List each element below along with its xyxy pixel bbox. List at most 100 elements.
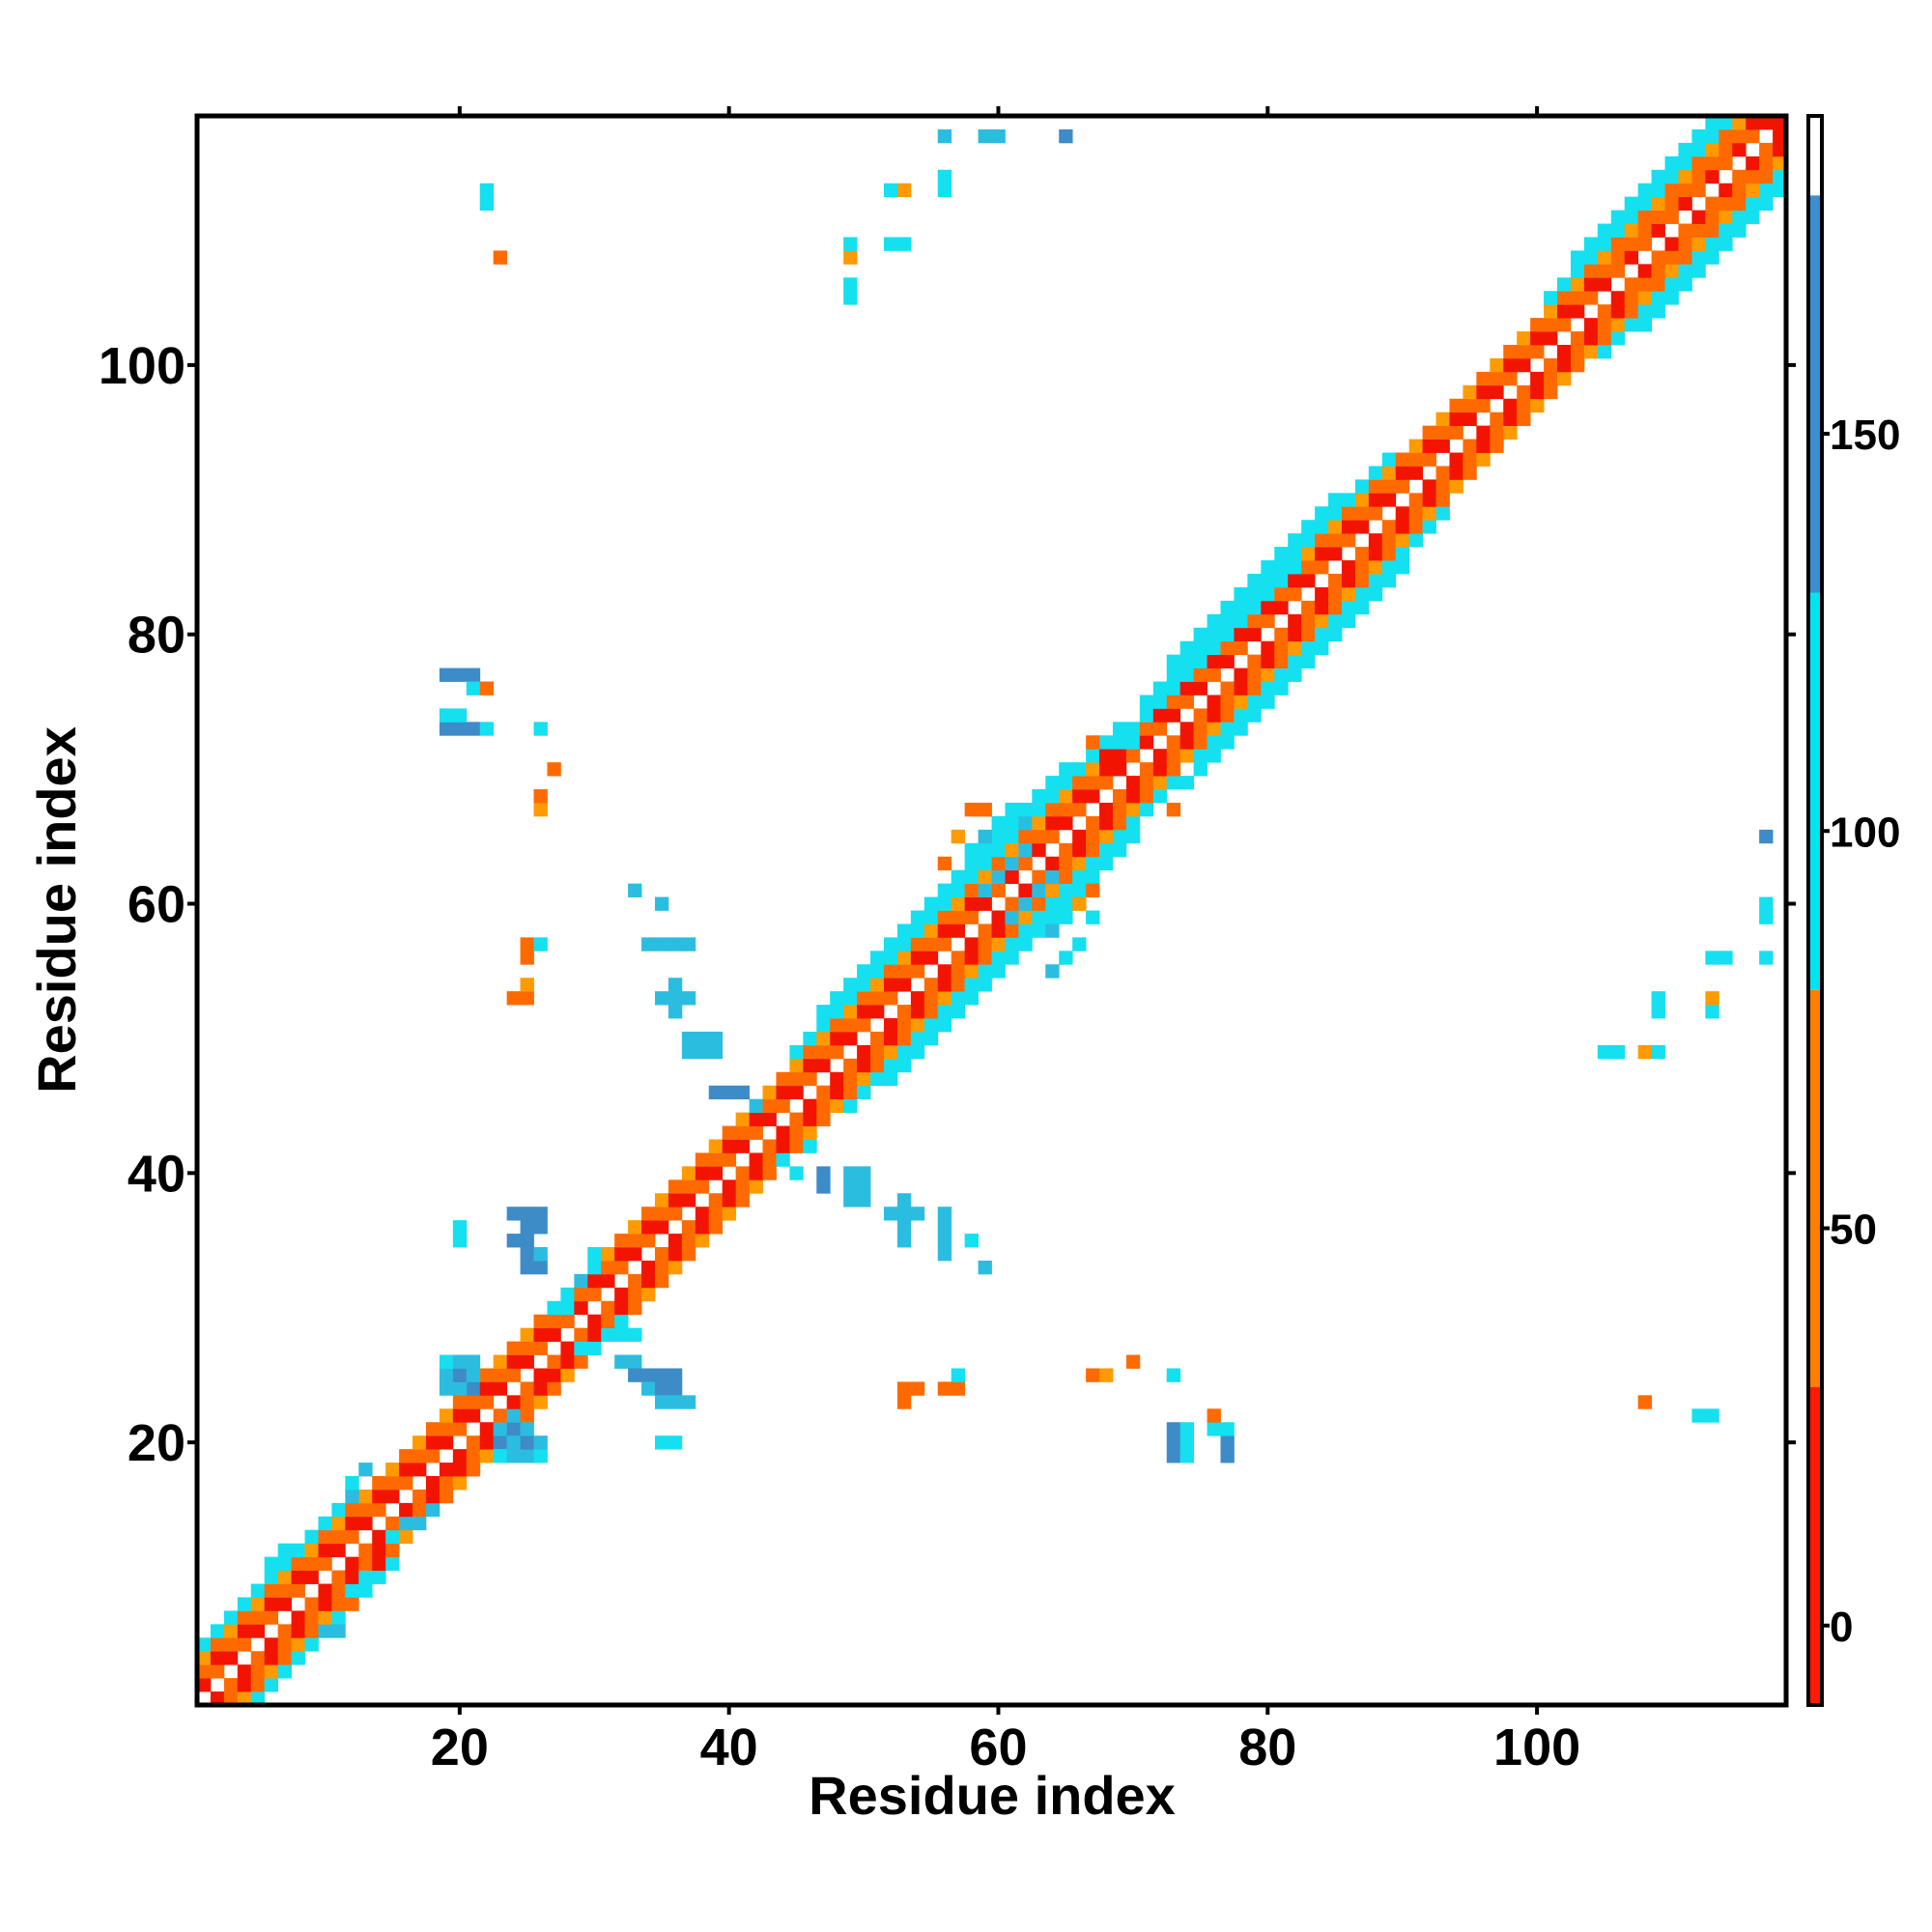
heatmap-cell — [1005, 856, 1019, 871]
colorbar-frame — [1806, 114, 1824, 1707]
heatmap-cell — [1435, 439, 1450, 453]
heatmap-cell — [479, 1381, 495, 1396]
heatmap-cell — [304, 1597, 319, 1611]
heatmap-cell — [479, 722, 495, 736]
heatmap-cell — [1354, 493, 1370, 507]
heatmap-cell — [1207, 749, 1221, 763]
heatmap-cell — [910, 1018, 925, 1033]
heatmap-cell — [722, 1125, 737, 1140]
heatmap-cell — [1503, 425, 1518, 440]
heatmap-cell — [681, 1247, 696, 1262]
heatmap-cell — [668, 1234, 683, 1248]
heatmap-cell — [439, 1408, 454, 1423]
heatmap-cell — [1719, 116, 1733, 130]
heatmap-cell — [425, 1449, 440, 1463]
heatmap-cell — [668, 1179, 683, 1194]
heatmap-cell — [574, 1327, 588, 1342]
heatmap-cell — [1274, 668, 1289, 682]
heatmap-cell — [1691, 142, 1706, 157]
heatmap-cell — [1719, 128, 1733, 144]
heatmap-cell — [479, 681, 495, 696]
heatmap-cell — [722, 1152, 737, 1167]
heatmap-cell — [1193, 627, 1208, 642]
heatmap-cell — [587, 1287, 602, 1302]
heatmap-cell — [372, 1489, 386, 1504]
heatmap-cell — [1354, 586, 1370, 602]
heatmap-cell — [412, 1489, 427, 1504]
heatmap-cell — [1220, 695, 1235, 709]
heatmap-cell — [1288, 573, 1302, 588]
heatmap-cell — [1637, 1044, 1652, 1060]
heatmap-cell — [1166, 1368, 1181, 1382]
heatmap-cell — [1691, 237, 1706, 251]
heatmap-cell — [1557, 344, 1572, 359]
heatmap-cell — [830, 1018, 844, 1033]
heatmap-cell — [1597, 264, 1612, 278]
heatmap-cell — [520, 1395, 534, 1409]
heatmap-cell — [910, 964, 925, 979]
heatmap-cell — [830, 1085, 844, 1100]
heatmap-cell — [520, 1234, 534, 1248]
heatmap-cell — [803, 1098, 817, 1114]
heatmap-cell — [614, 1327, 629, 1342]
heatmap-cell — [978, 964, 992, 979]
heatmap-cell — [1059, 951, 1073, 965]
heatmap-cell — [493, 1354, 508, 1369]
heatmap-cell — [1207, 613, 1221, 629]
heatmap-cell — [1207, 654, 1221, 668]
heatmap-cell — [291, 1556, 305, 1571]
heatmap-cell — [762, 1152, 777, 1167]
heatmap-cell — [1463, 452, 1477, 467]
heatmap-cell — [1570, 250, 1585, 265]
heatmap-cell — [1544, 291, 1558, 305]
heatmap-cell — [1045, 815, 1060, 831]
heatmap-cell — [1449, 412, 1463, 427]
heatmap-cell — [1530, 371, 1545, 386]
heatmap-cell — [520, 978, 534, 992]
heatmap-cell — [372, 1476, 386, 1491]
heatmap-cell — [1732, 116, 1747, 130]
heatmap-cell — [1193, 749, 1208, 763]
heatmap-cell — [1166, 802, 1181, 817]
heatmap-cell — [412, 1435, 427, 1450]
heatmap-cell — [304, 1570, 319, 1584]
heatmap-cell — [1664, 250, 1679, 265]
heatmap-cell — [749, 1166, 763, 1180]
heatmap-cell — [1583, 277, 1599, 292]
heatmap-cell — [587, 1314, 602, 1329]
heatmap-cell — [358, 1556, 373, 1571]
heatmap-cell — [614, 1287, 629, 1302]
heatmap-cell — [762, 1098, 777, 1114]
heatmap-cell — [1179, 1435, 1195, 1450]
heatmap-cell — [1018, 842, 1033, 858]
colorbar-tick-label: 50 — [1830, 1207, 1877, 1254]
heatmap-cell — [197, 1664, 212, 1679]
heatmap-cell — [1719, 196, 1733, 211]
heatmap-cell — [1637, 277, 1652, 292]
heatmap-cell — [601, 1314, 615, 1329]
heatmap-cell — [1005, 937, 1019, 952]
heatmap-cell — [695, 1207, 710, 1221]
heatmap-cell — [1112, 722, 1127, 736]
heatmap-cell — [1381, 479, 1397, 494]
heatmap-cell — [1032, 842, 1046, 858]
heatmap-cell — [1759, 951, 1774, 965]
heatmap-cell — [1166, 708, 1181, 723]
heatmap-cell — [695, 1220, 710, 1235]
heatmap-cell — [547, 1354, 561, 1369]
heatmap-cell — [735, 1139, 750, 1153]
heatmap-cell — [923, 991, 939, 1006]
heatmap-cell — [1651, 991, 1665, 1006]
heatmap-cell — [978, 923, 992, 938]
heatmap-cell — [1408, 506, 1423, 521]
heatmap-cell — [749, 1179, 763, 1194]
colorbar-segment — [1808, 195, 1822, 593]
heatmap-cell — [1719, 142, 1733, 157]
heatmap-cell — [223, 1610, 239, 1625]
heatmap-cell — [1099, 1368, 1114, 1382]
heatmap-cell — [735, 1179, 750, 1194]
heatmap-cell — [870, 1005, 885, 1019]
heatmap-cell — [1247, 586, 1262, 602]
heatmap-cell — [1517, 344, 1531, 359]
heatmap-cell — [493, 250, 508, 265]
